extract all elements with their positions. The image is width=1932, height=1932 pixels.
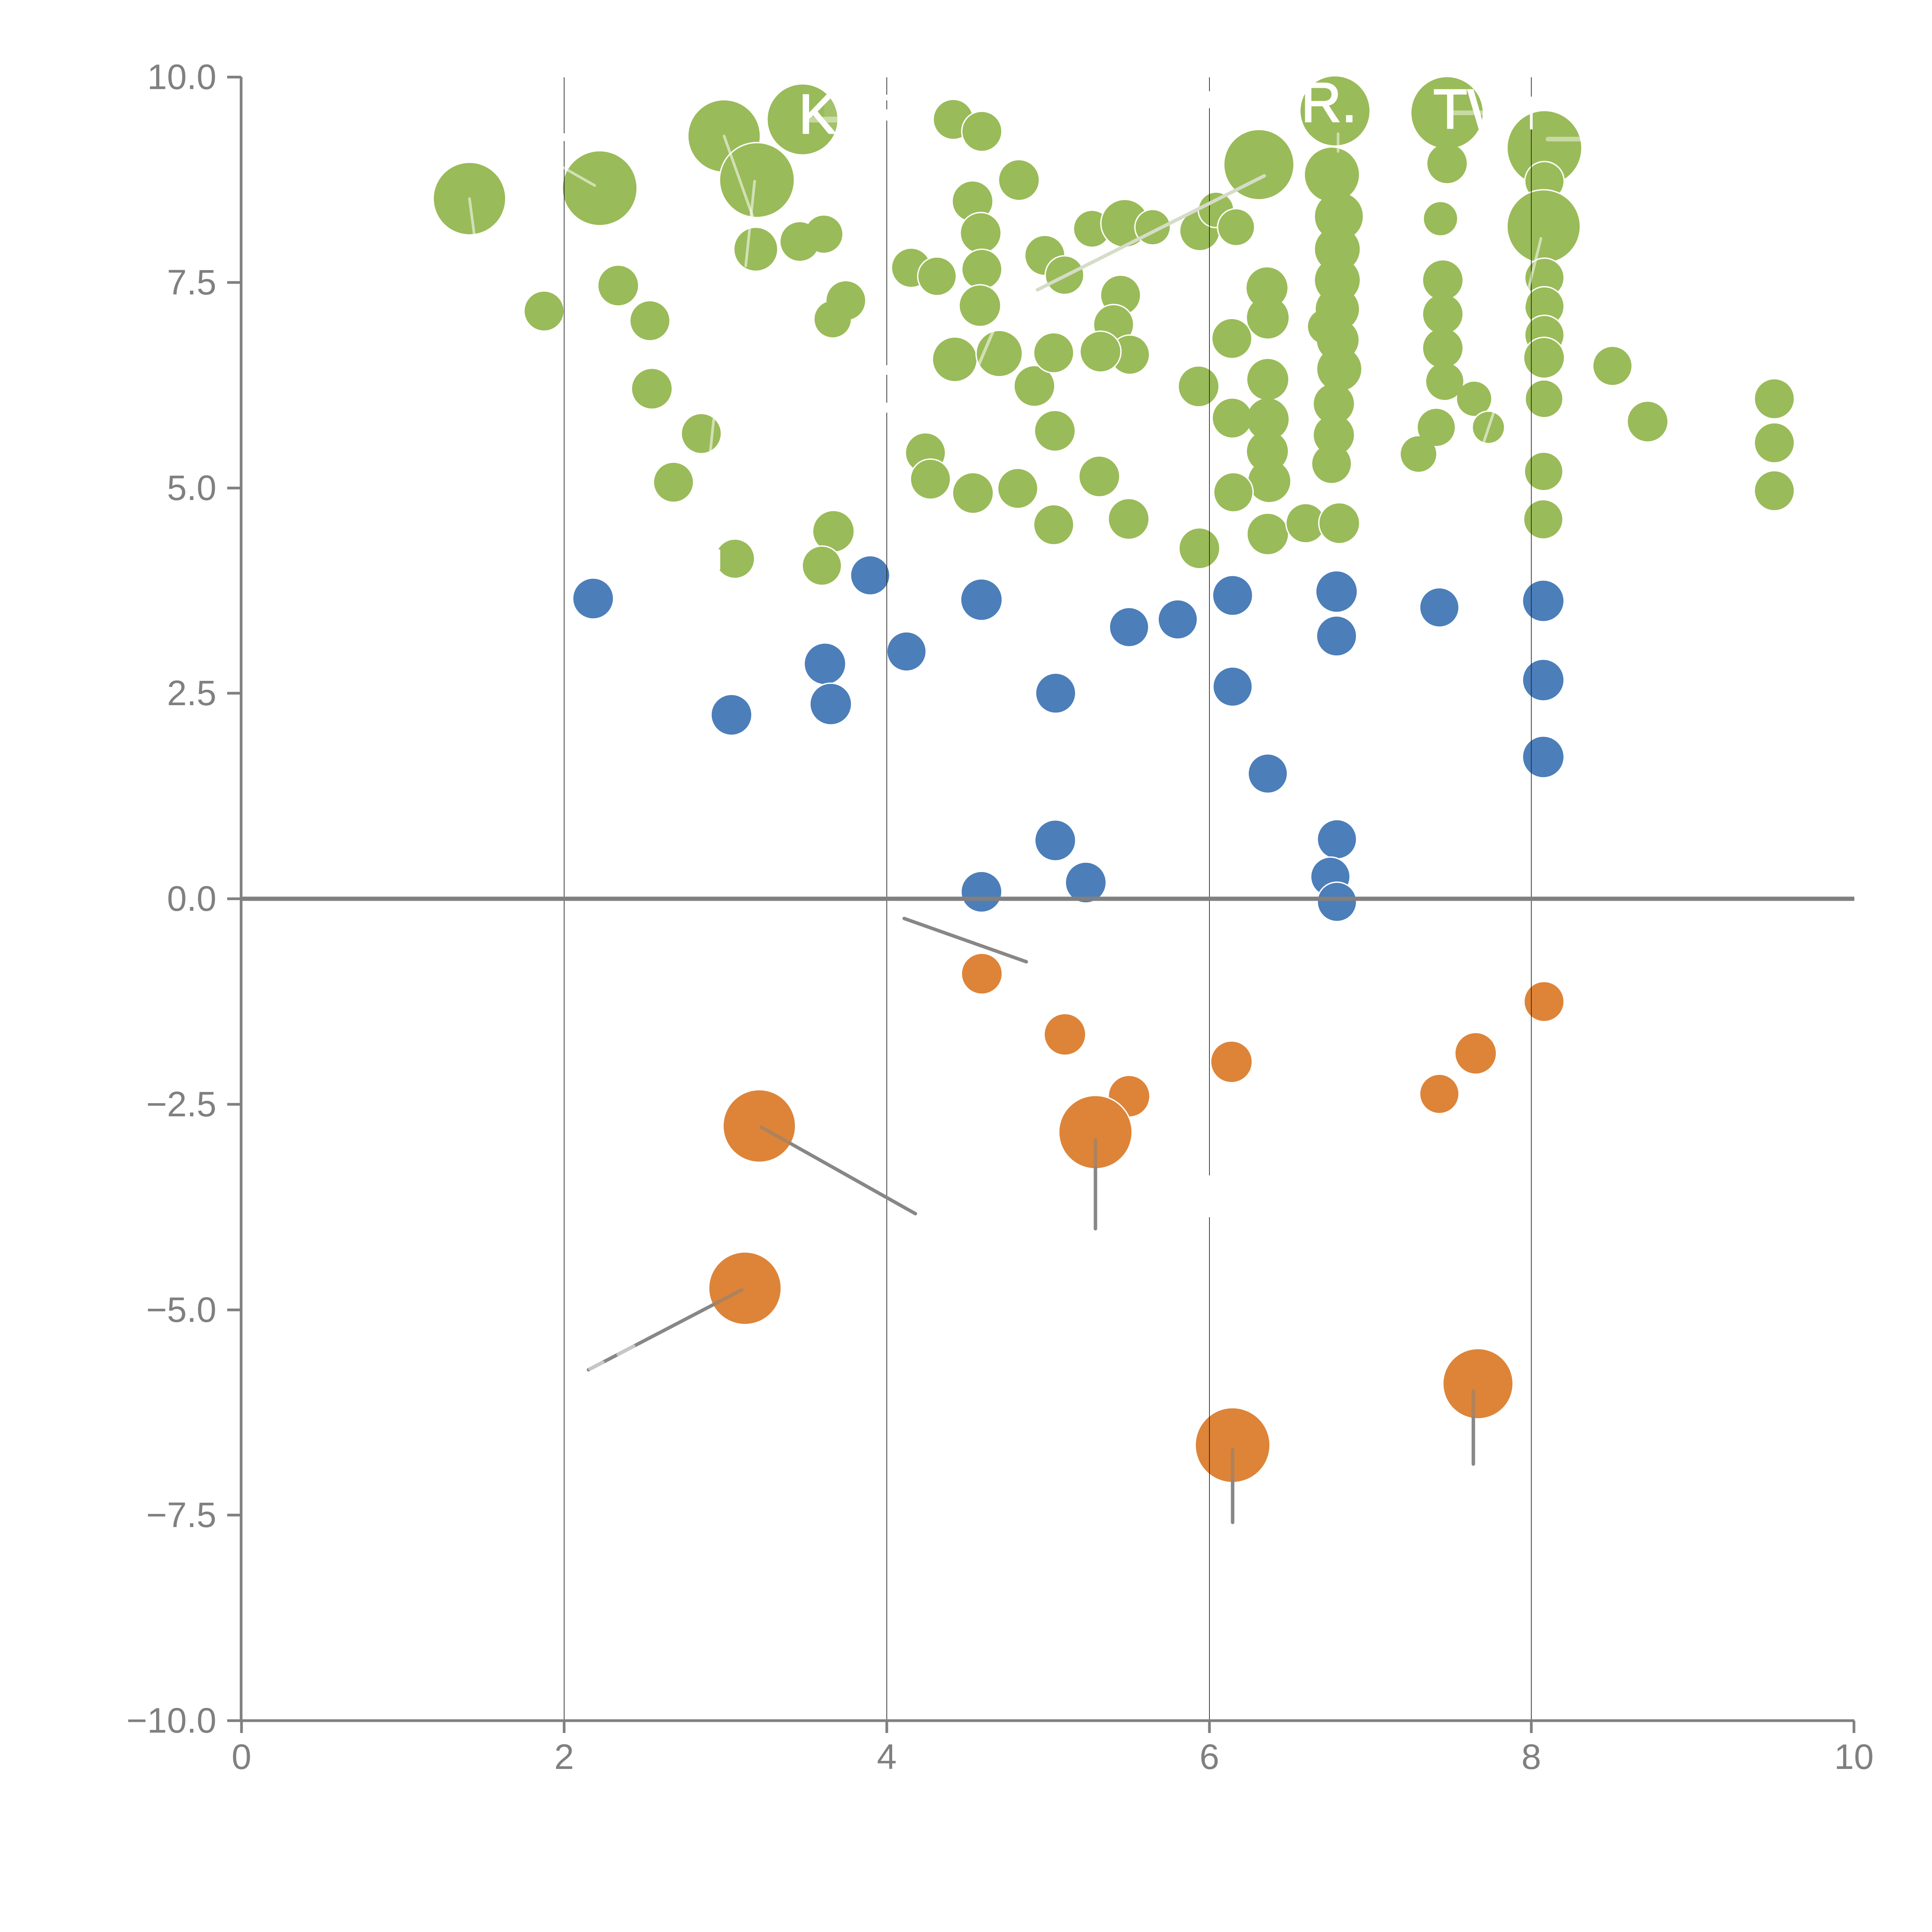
svg-text:5.0: 5.0	[167, 468, 216, 508]
svg-text:−10.0: −10.0	[126, 1701, 216, 1740]
svg-text:10: 10	[1834, 1737, 1874, 1777]
svg-text:0: 0	[231, 1737, 251, 1777]
svg-text:4: 4	[877, 1737, 896, 1777]
svg-text:8: 8	[1521, 1737, 1541, 1777]
svg-text:−2.5: −2.5	[146, 1085, 216, 1124]
svg-text:0.0: 0.0	[167, 879, 216, 918]
svg-text:R.: R.	[1301, 71, 1357, 134]
svg-text:7.5: 7.5	[167, 263, 216, 302]
svg-text:2.5: 2.5	[167, 673, 216, 713]
svg-text:−5.0: −5.0	[146, 1290, 216, 1330]
svg-text:6: 6	[1199, 1737, 1219, 1777]
svg-text:10.0: 10.0	[147, 58, 216, 97]
svg-text:TW: TW	[1433, 78, 1520, 140]
svg-text:2: 2	[554, 1737, 574, 1777]
svg-text:K: K	[799, 83, 836, 145]
svg-text:−7.5: −7.5	[146, 1495, 216, 1535]
